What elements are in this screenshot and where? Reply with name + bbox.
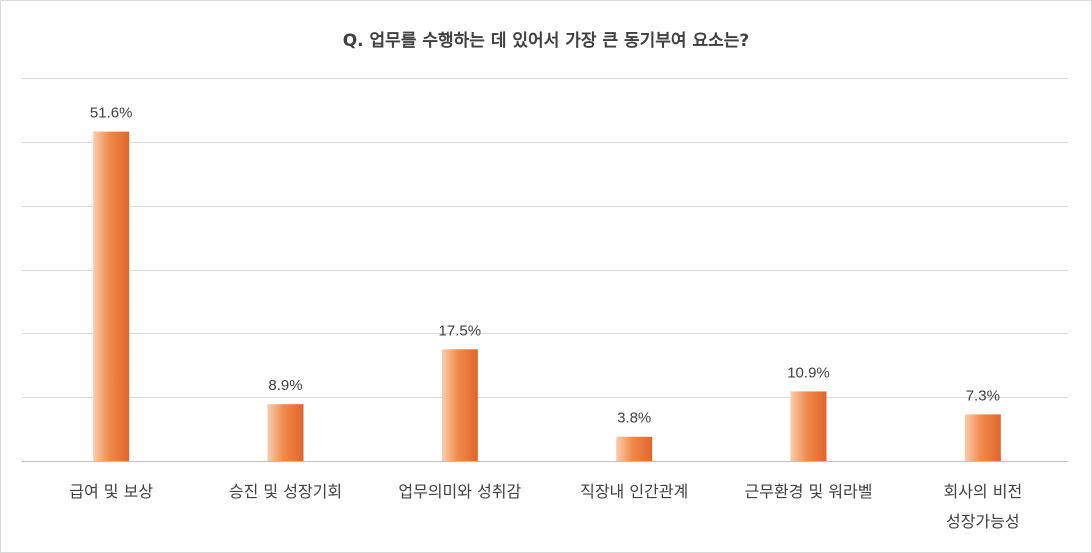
bar: [790, 391, 827, 461]
bar: [616, 436, 653, 461]
category-label: 업무의미와 성취감: [398, 482, 521, 501]
category-label: 근무환경 및 워라벨: [745, 482, 873, 501]
category-label: 직장내 인간관계: [580, 482, 688, 501]
data-labels: 51.6% 8.9% 17.5% 3.8% 10.9% 7.3%: [90, 105, 1000, 427]
data-label: 51.6%: [90, 105, 133, 122]
category-label: 회사의 비전 성장가능성: [943, 482, 1022, 531]
bar: [267, 404, 304, 461]
data-label: 7.3%: [966, 387, 1000, 404]
bar: [441, 349, 478, 461]
data-label: 3.8%: [617, 410, 651, 427]
gridlines: [22, 78, 1068, 462]
data-label: 17.5%: [439, 322, 482, 339]
category-label: 급여 및 보상: [69, 482, 153, 501]
bar: [93, 131, 130, 461]
category-label: 승진 및 성장기회: [229, 482, 342, 501]
bar: [964, 414, 1001, 461]
data-label: 10.9%: [787, 364, 830, 381]
category-labels: 급여 및 보상 승진 및 성장기회 업무의미와 성취감 직장내 인간관계 근무환경 및 …: [69, 482, 1022, 531]
data-label: 8.9%: [268, 377, 302, 394]
bars: [93, 131, 1001, 461]
chart-title: Q. 업무를 수행하는 데 있어서 가장 큰 동기부여 요소는?: [342, 31, 750, 51]
